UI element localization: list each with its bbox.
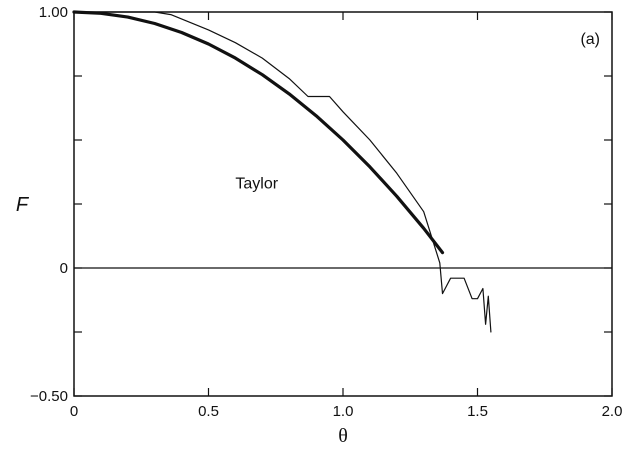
x-tick-label: 0 [70,403,78,420]
x-tick-label: 1.5 [467,403,488,420]
plot-frame [73,11,613,397]
x-tick-label: 1.0 [333,403,354,420]
panel-label: (a) [580,31,600,48]
x-axis-title: θ [338,425,348,447]
series-layer [72,10,492,333]
series-line-thin [73,11,492,333]
series-line-taylor [72,10,445,255]
y-axis-ticks: 1.00 0 −0.50 [30,4,612,405]
y-axis-title: F [16,194,30,216]
y-tick-label: 1.00 [39,4,68,21]
series-annotation-label: Taylor [235,176,278,193]
annotation-layer: Taylor [235,176,278,193]
x-axis-ticks: 0 0.5 1.0 1.5 2.0 [70,12,623,420]
x-tick-label: 2.0 [602,403,623,420]
y-tick-label: −0.50 [30,388,68,405]
y-tick-label: 0 [60,260,68,277]
x-tick-label: 0.5 [198,403,219,420]
